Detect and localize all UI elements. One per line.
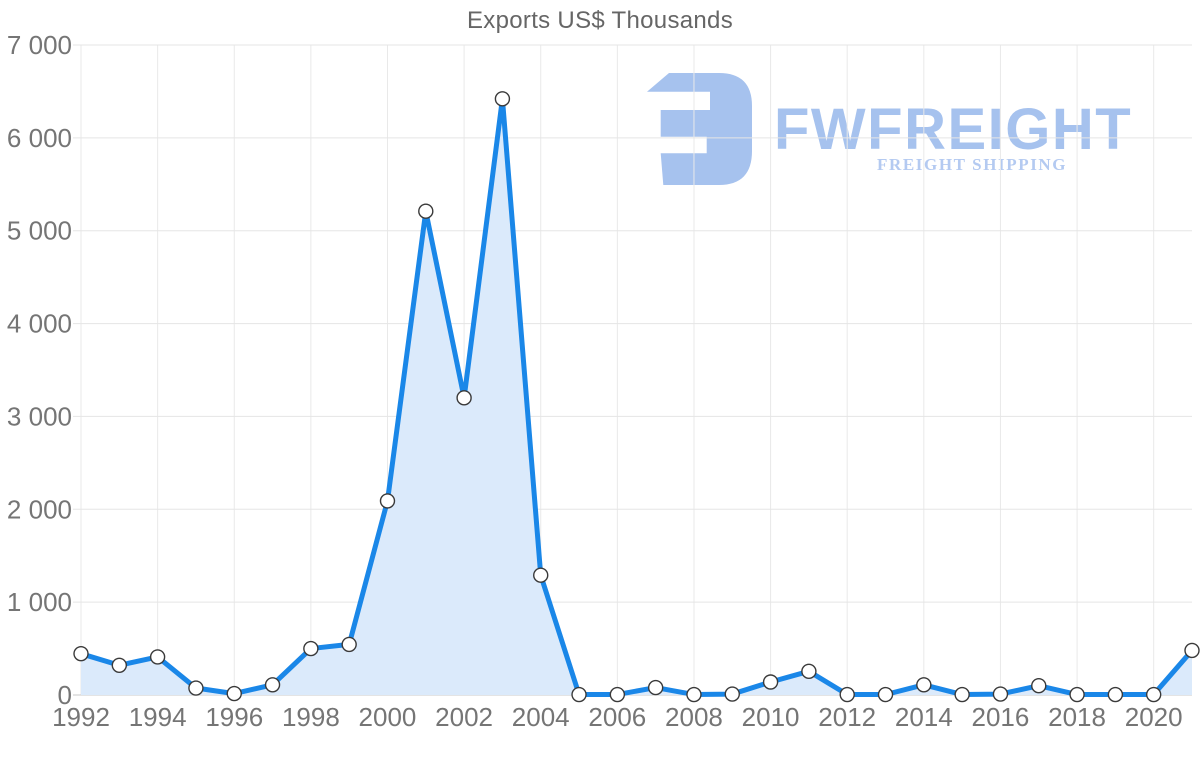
data-point-2011[interactable] [801, 663, 817, 680]
data-point-2013[interactable] [877, 686, 894, 703]
data-point-2019[interactable] [1107, 686, 1124, 703]
series-line [78, 96, 1195, 698]
data-point-2017[interactable] [1031, 678, 1047, 694]
data-point-1994[interactable] [149, 649, 166, 665]
y-tick-label: 4 000 [7, 309, 72, 339]
x-tick-label: 2004 [512, 702, 570, 732]
data-point-2005[interactable] [571, 686, 587, 703]
chart-title: Exports US$ Thousands [467, 7, 733, 34]
data-point-1996[interactable] [226, 685, 242, 702]
data-point-2010[interactable] [762, 674, 779, 690]
x-tick-label: 1996 [205, 702, 263, 732]
y-tick-label: 7 000 [7, 30, 72, 60]
series-area-fill [81, 98, 1192, 696]
data-point-2006[interactable] [609, 686, 626, 703]
x-tick-label: 1994 [129, 702, 187, 732]
x-tick-label: 2018 [1048, 702, 1106, 732]
data-point-2007[interactable] [647, 679, 664, 696]
data-point-2015[interactable] [954, 686, 970, 703]
y-tick-label: 0 [58, 680, 72, 710]
y-tick-label: 1 000 [7, 587, 72, 617]
x-tick-label: 2010 [742, 702, 800, 732]
data-point-1995[interactable] [188, 680, 204, 696]
data-point-1999[interactable] [341, 636, 357, 653]
data-point-2008[interactable] [686, 686, 702, 703]
x-tick-label: 1998 [282, 702, 340, 732]
data-point-1998[interactable] [303, 640, 319, 657]
data-point-2002[interactable] [456, 390, 472, 406]
data-point-2012[interactable] [839, 686, 855, 703]
y-tick-label: 3 000 [7, 401, 72, 431]
data-point-2000[interactable] [379, 493, 396, 509]
data-point-2016[interactable] [992, 686, 1009, 702]
x-tick-label: 2012 [818, 702, 876, 732]
data-point-2001[interactable] [418, 203, 434, 219]
x-tick-label: 2014 [895, 702, 953, 732]
x-tick-label: 2000 [359, 702, 417, 732]
data-point-2003[interactable] [494, 91, 511, 107]
x-tick-label: 2002 [435, 702, 493, 732]
data-point-2009[interactable] [724, 686, 740, 702]
x-tick-label: 2020 [1125, 702, 1183, 732]
data-point-2021[interactable] [1184, 642, 1200, 659]
y-tick-label: 2 000 [7, 494, 72, 524]
data-point-1997[interactable] [264, 677, 281, 693]
data-point-2018[interactable] [1069, 686, 1085, 703]
x-tick-label: 1992 [52, 702, 110, 732]
data-point-2014[interactable] [916, 677, 932, 693]
y-tick-label: 5 000 [7, 216, 72, 246]
x-tick-label: 2006 [588, 702, 646, 732]
x-tick-label: 2008 [665, 702, 723, 732]
x-tick-label: 2016 [972, 702, 1030, 732]
data-point-1992[interactable] [73, 645, 89, 662]
data-point-2020[interactable] [1145, 686, 1162, 703]
y-tick-label: 6 000 [7, 123, 72, 153]
data-point-2004[interactable] [533, 567, 549, 583]
data-point-1993[interactable] [111, 657, 128, 673]
